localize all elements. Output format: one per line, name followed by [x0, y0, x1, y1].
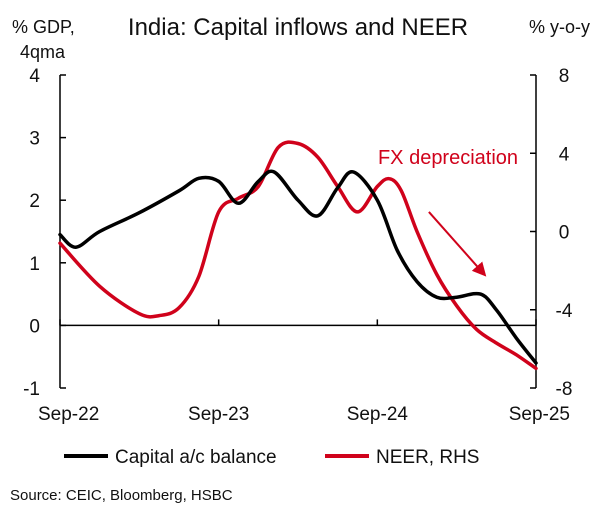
left-tick-label: 0	[29, 316, 40, 337]
right-tick-label: 0	[559, 223, 570, 244]
left-tick-label: 3	[29, 129, 40, 150]
right-tick-label: -8	[556, 379, 573, 400]
left-tick-label: 4	[29, 66, 40, 87]
x-tick-label: Sep-25	[509, 404, 570, 425]
source-note: Source: CEIC, Bloomberg, HSBC	[10, 487, 233, 504]
right-axis-label: % y-o-y	[529, 17, 590, 37]
fx-depreciation-annotation: FX depreciation	[378, 147, 518, 169]
series-line-capital-ac-balance	[58, 169, 538, 365]
left-axis-label-line1: % GDP,	[12, 17, 75, 37]
legend: Capital a/c balance NEER, RHS	[64, 447, 479, 468]
annotation-layer	[428, 211, 487, 277]
left-tick-label: 1	[29, 254, 40, 275]
x-tick-label: Sep-24	[347, 404, 409, 425]
left-axis-label-line2: 4qma	[20, 42, 66, 62]
series-line-neer	[58, 140, 538, 371]
left-tick-label: -1	[23, 379, 40, 400]
x-tick-label: Sep-22	[38, 404, 99, 425]
fx-depreciation-arrow	[428, 211, 487, 277]
chart-title: India: Capital inflows and NEER	[128, 14, 468, 41]
right-tick-label: -4	[556, 301, 573, 322]
axes	[59, 75, 537, 388]
right-tick-label: 4	[559, 144, 570, 165]
x-tick-label: Sep-23	[188, 404, 249, 425]
left-tick-label: 2	[29, 191, 40, 212]
legend-label-capital: Capital a/c balance	[115, 447, 277, 468]
legend-label-neer: NEER, RHS	[376, 447, 479, 468]
right-tick-label: 8	[559, 66, 570, 87]
axis-ticks: -1 0 1 2 3 4 -8 -4 0 4 8 Sep-22 Sep-23 Sep-24 Sep-25	[23, 66, 573, 425]
series-layer	[58, 140, 538, 371]
